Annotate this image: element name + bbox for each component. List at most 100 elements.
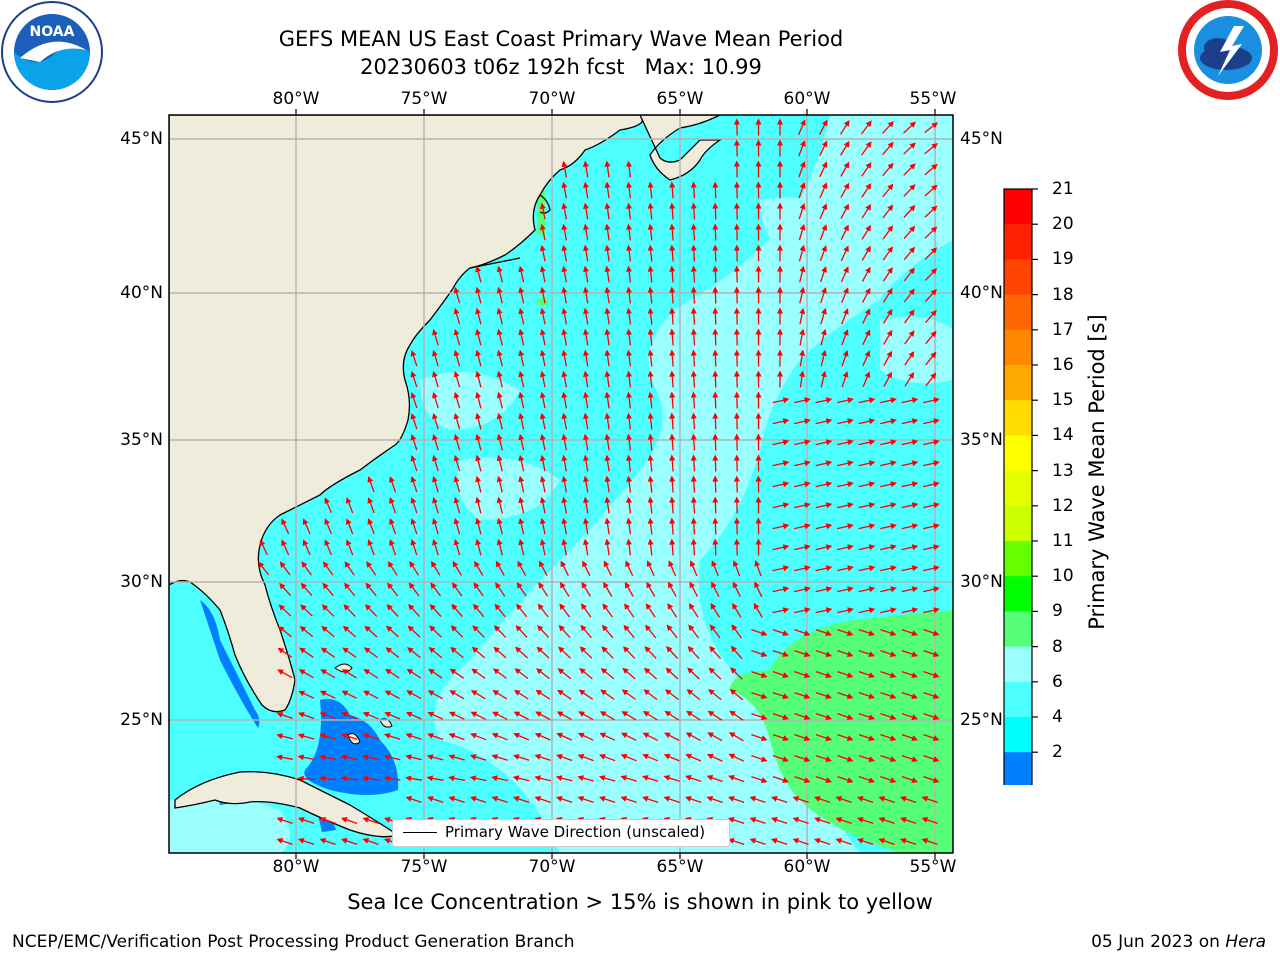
wave-arrow-head [646,560,653,567]
wave-arrow-head [814,838,821,844]
wave-arrow-head [647,391,654,398]
wave-arrow-head [281,539,287,547]
wave-arrow-head [579,646,587,653]
wave-arrow-head [690,412,697,419]
wave-arrow-head [911,630,918,636]
wave-arrow-head [733,454,740,461]
wave-arrow-head [777,370,783,377]
wave-arrow-head [604,244,611,251]
wave-arrow-head [708,689,715,696]
wave-arrow-head [825,672,832,678]
wave-arrow-head [732,560,739,567]
wave-arrow-head [453,286,460,294]
wave-arrow-head [760,693,768,699]
wave-arrow-head [825,502,833,509]
wave-arrow-head [911,651,918,657]
wave-arrow-head [908,309,915,316]
wave-arrow-head [803,693,811,699]
wave-arrow-head [932,672,940,678]
wave-arrow-head [580,624,587,632]
wave-arrow-head [669,412,676,419]
wave-arrow-head [323,561,329,568]
wave-arrow-head [495,560,502,568]
wave-arrow-head [711,581,717,589]
wave-arrow-head [561,160,568,168]
wave-arrow-head [319,817,327,823]
wave-arrow-head [755,496,762,503]
wave-arrow-head [804,418,811,425]
wave-arrow-head [669,307,676,314]
wave-arrow-head [453,349,460,357]
wave-arrow-head [825,439,833,446]
period-field-8-9s [169,796,290,853]
y-tick-left: 25°N [120,710,163,730]
wave-arrow-head [475,454,481,462]
wave-arrow-head [799,223,806,231]
wave-arrow-head [367,476,374,483]
wave-arrow-head [733,244,740,251]
wave-arrow-head [647,538,654,545]
wave-arrow-head [706,796,714,802]
wave-arrow-head [647,349,654,356]
colorbar-tick-label: 13 [1052,460,1074,481]
wave-arrow-head [300,604,307,611]
wave-arrow-head [259,539,266,547]
wave-arrow-head [341,669,349,675]
wave-arrow-head [825,565,833,572]
wave-arrow-head [604,517,611,524]
wave-arrow-head [908,288,915,296]
wave-arrow-head [518,517,525,525]
wave-arrow-head [389,518,395,525]
wave-arrow-head [496,433,503,441]
wave-arrow-head [804,607,811,614]
colorbar-segment [1004,752,1032,785]
wave-arrow-head [709,624,716,631]
wave-arrow-head [277,647,285,654]
wave-arrow-head [561,391,568,399]
wave-arrow-head [578,711,585,717]
wave-arrow-head [755,475,762,482]
wave-arrow-head [865,162,872,169]
wave-arrow-head [495,582,501,589]
wave-arrow-head [755,202,762,209]
wave-arrow-head [782,586,790,593]
wave-arrow-head [555,775,563,781]
wave-arrow-head [344,561,351,568]
footer-credit: NCEP/EMC/Verification Post Processing Pr… [12,932,575,952]
wave-arrow-head [622,667,629,674]
wave-arrow-head [887,225,894,232]
wave-arrow-head [782,439,790,446]
wave-arrow-head [886,288,893,295]
wave-arrow-head [712,454,719,461]
wave-arrow-head [846,630,854,636]
wave-arrow-head [426,775,434,782]
wave-arrow-head [583,328,589,335]
wave-arrow-head [320,647,328,654]
wave-arrow-head [624,603,630,610]
wave-arrow-head [647,412,654,419]
colorbar-tick-label: 17 [1052,319,1074,340]
y-tick-right: 45°N [960,129,1003,149]
wave-arrow-head [647,496,654,503]
wave-arrow-head [453,475,460,483]
wave-arrow-head [620,796,628,802]
wave-arrow-head [847,586,854,593]
wave-arrow-head [492,690,500,696]
wave-arrow-head [930,351,937,359]
wave-arrow-head [669,223,676,230]
wave-arrow-head [429,603,436,611]
wave-arrow-head [491,732,499,739]
wave-arrow-head [410,476,417,483]
wave-arrow-head [583,475,589,482]
wave-arrow-head [690,391,697,398]
wave-arrow-head [821,287,827,294]
wave-arrow-head [685,732,693,738]
wave-arrow-head [777,202,783,209]
wave-arrow-head [712,433,719,440]
wave-arrow-head [755,139,762,146]
wave-arrow-head [494,603,501,611]
wave-arrow-head [449,690,456,696]
wave-arrow-head [517,560,523,568]
wave-arrow-head [279,582,286,590]
wave-arrow-head [432,475,438,483]
